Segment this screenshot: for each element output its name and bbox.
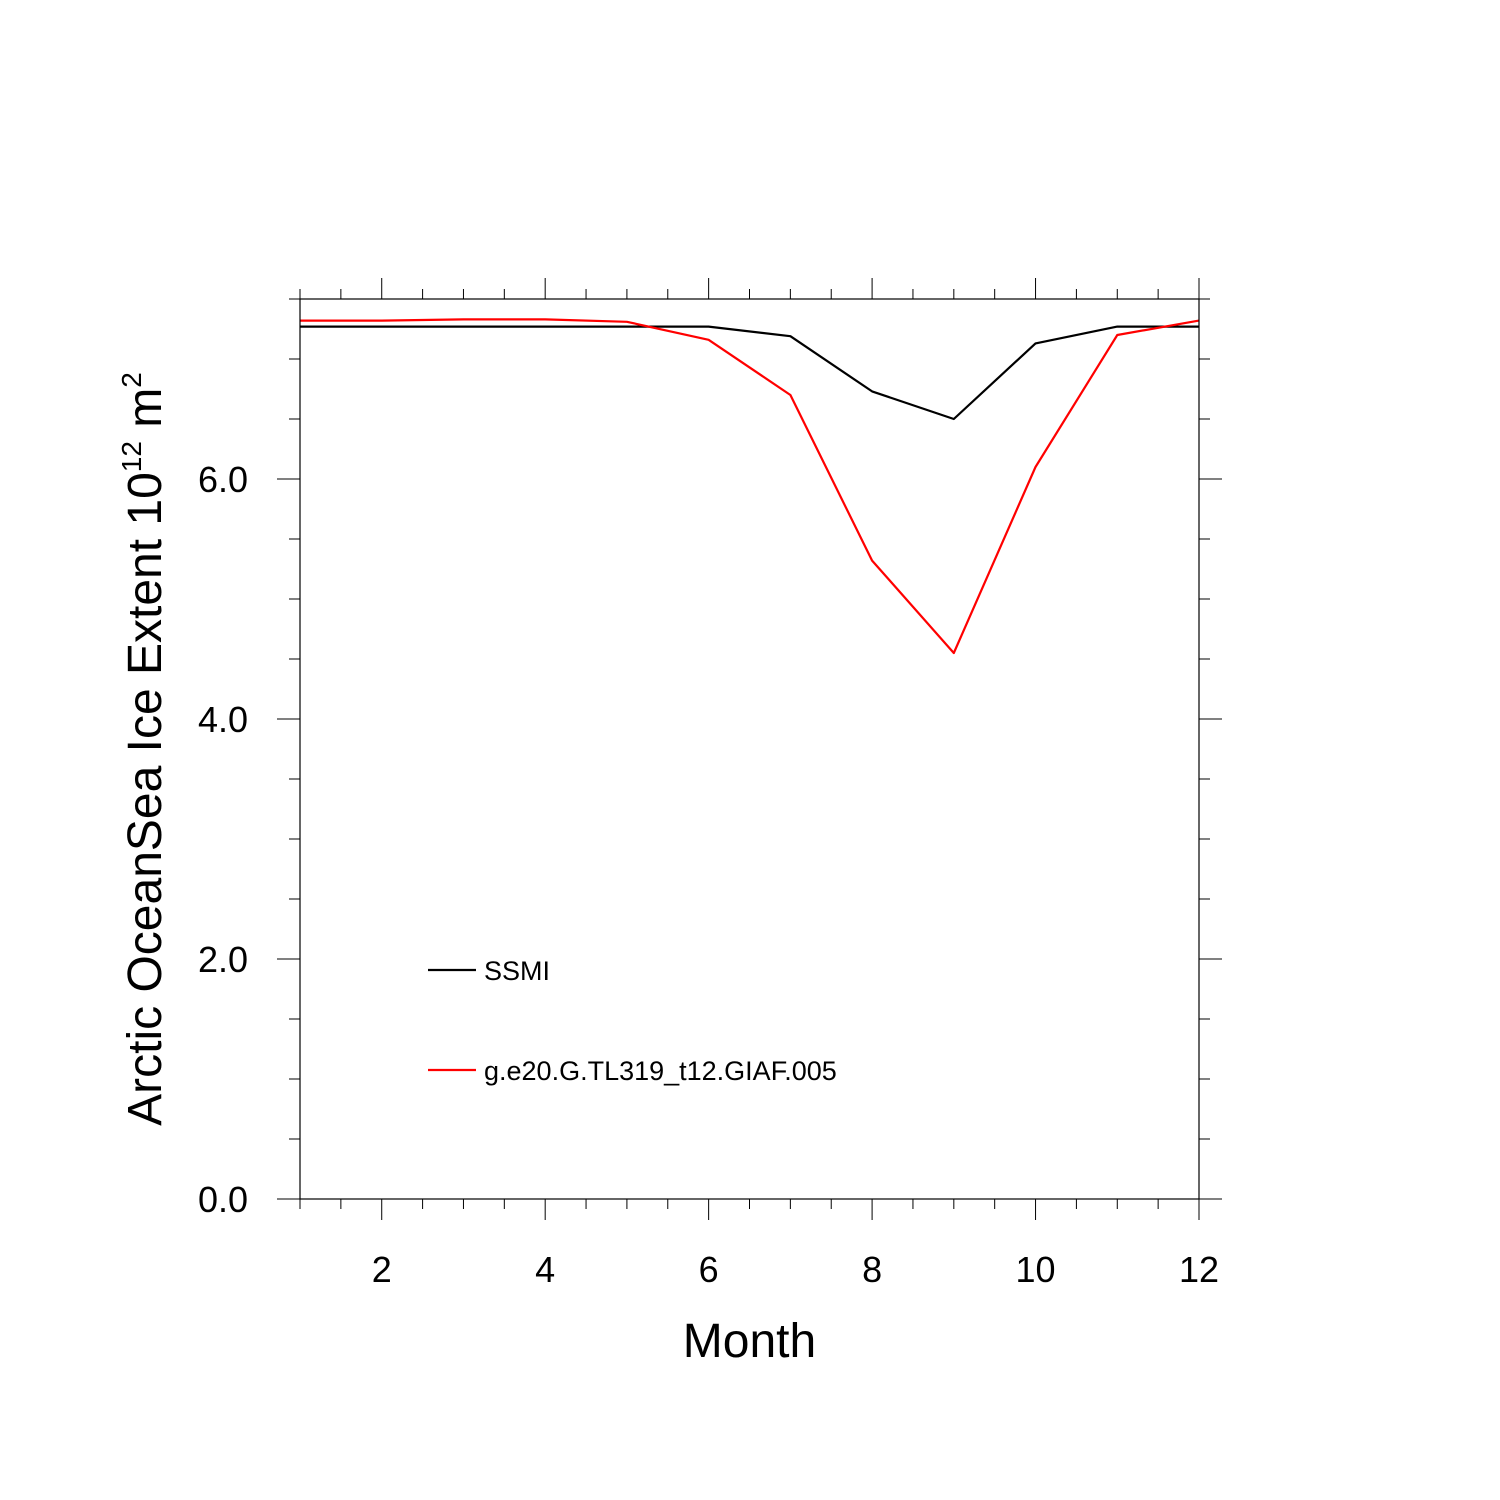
series-line-2 xyxy=(300,318,1200,655)
plot-frame xyxy=(299,298,1200,1200)
x-tick-label: 10 xyxy=(1016,1249,1056,1290)
x-axis-title: Month xyxy=(683,1315,816,1368)
x-tick-label: 6 xyxy=(699,1249,719,1290)
y-tick-label: 4.0 xyxy=(198,699,248,740)
axis-ticks xyxy=(277,278,1222,1220)
y-tick-labels: 0.0 2.0 4.0 6.0 xyxy=(198,459,248,1220)
x-tick-labels: 2 4 6 8 10 12 xyxy=(372,1249,1219,1290)
x-tick-label: 12 xyxy=(1179,1249,1219,1290)
y-axis-title-main: Arctic OceanSea Ice Extent 10 xyxy=(119,472,172,1126)
series-line-1 xyxy=(300,325,1199,421)
legend-label: SSMI xyxy=(484,956,550,986)
y-tick-label: 0.0 xyxy=(198,1179,248,1220)
x-tick-label: 8 xyxy=(862,1249,882,1290)
legend: SSMI g.e20.G.TL319_t12.GIAF.005 xyxy=(428,956,837,1086)
y-tick-label: 6.0 xyxy=(198,459,248,500)
series-group xyxy=(300,318,1200,655)
y-axis-title: Arctic OceanSea Ice Extent 1012 m2 xyxy=(116,372,172,1126)
y-axis-title-unit-exponent: 2 xyxy=(116,372,147,388)
x-tick-label: 4 xyxy=(535,1249,555,1290)
legend-label: g.e20.G.TL319_t12.GIAF.005 xyxy=(484,1056,837,1086)
x-tick-label: 2 xyxy=(372,1249,392,1290)
y-axis-title-exponent: 12 xyxy=(116,441,147,472)
y-axis-title-unit: m xyxy=(119,388,172,441)
y-tick-label: 2.0 xyxy=(198,939,248,980)
